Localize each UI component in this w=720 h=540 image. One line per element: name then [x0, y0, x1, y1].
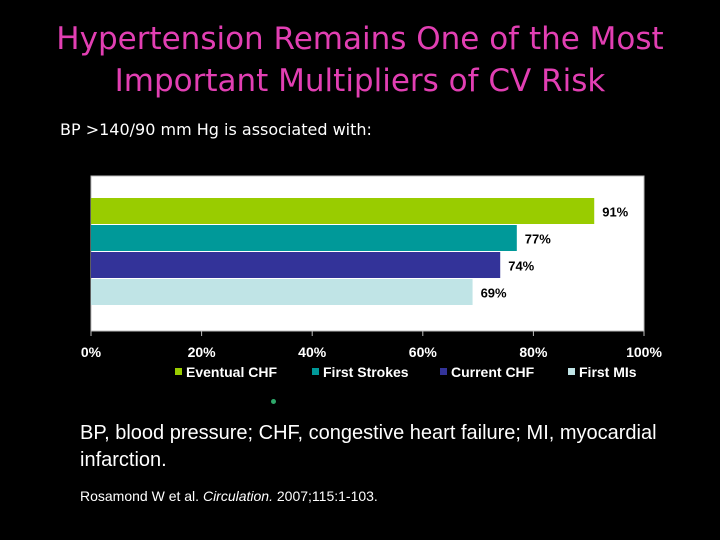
bar-chart: 91% 77% 74%69% 0% 20% 40% 60% 80% 100% Eventual C…	[81, 175, 662, 380]
legend-swatch-first-mis	[568, 368, 575, 375]
legend-swatch-first-strokes	[312, 368, 319, 375]
data-label-first-strokes: 77%	[525, 232, 551, 247]
data-label-eventual-chf: 91%	[602, 205, 628, 220]
bar-first-mis	[91, 279, 473, 305]
abbreviations-note: BP, blood pressure; CHF, congestive hear…	[80, 422, 657, 471]
citation-authors: Rosamond W et al.	[80, 488, 200, 504]
x-tick-label-40: 40%	[298, 344, 327, 360]
title-line-1: Hypertension Remains One of the Most	[56, 21, 664, 57]
x-tick-label-80: 80%	[519, 344, 548, 360]
bar-current-chf	[91, 252, 501, 278]
title-line-2: Important Multipliers of CV Risk	[114, 63, 606, 99]
legend-label-eventual-chf: Eventual CHF	[186, 364, 277, 380]
data-label-current-chf: 74%	[508, 259, 534, 274]
x-tick-label-60: 60%	[409, 344, 438, 360]
legend-swatch-eventual-chf	[175, 368, 182, 375]
bar-first-strokes	[91, 225, 517, 251]
citation-details: 2007;115:1-103.	[276, 488, 378, 504]
legend-swatch-current-chf	[440, 368, 447, 375]
legend-label-current-chf: Current CHF	[451, 364, 535, 380]
bar-eventual-chf	[91, 198, 595, 224]
x-tick-label-20: 20%	[188, 344, 217, 360]
legend-label-first-strokes: First Strokes	[323, 364, 409, 380]
bullet-dot	[271, 399, 276, 404]
x-tick-label-0: 0%	[81, 344, 102, 360]
citation-journal: Circulation.	[202, 488, 273, 504]
chart-subtitle: BP >140/90 mm Hg is associated with:	[60, 120, 372, 139]
x-tick-label-100: 100%	[626, 344, 662, 360]
data-label-first-mis: 69%	[481, 286, 507, 301]
slide-title: Hypertension Remains One of the Most Imp…	[0, 18, 720, 102]
legend-label-first-mis: First MIs	[579, 364, 637, 380]
citation: Rosamond W et al. Circulation. 2007;115:…	[80, 488, 378, 504]
